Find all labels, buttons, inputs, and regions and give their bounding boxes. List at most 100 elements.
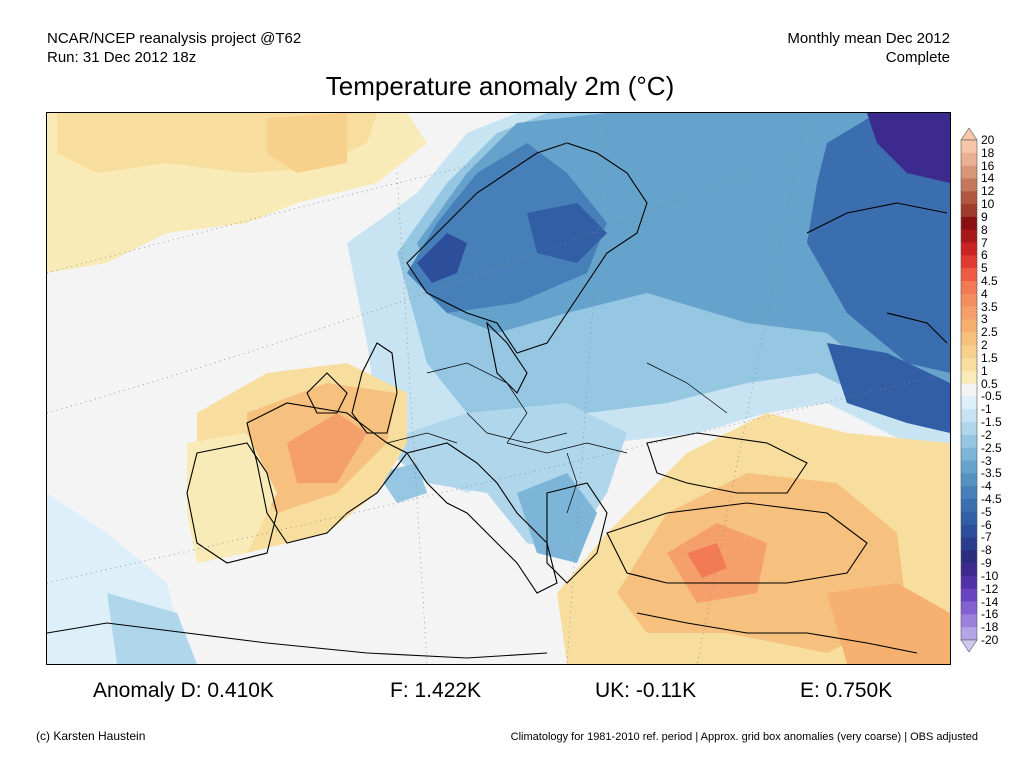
colorbar-tick-label: -3.5	[981, 466, 1002, 481]
colorbar-tick-label: 16	[981, 158, 995, 173]
anomaly-region-iceland-warm	[267, 113, 347, 173]
colorbar-swatch	[961, 601, 977, 615]
colorbar-tick-label: 7	[981, 235, 988, 250]
graticule	[47, 113, 950, 664]
anomaly-region-norway-core	[417, 233, 467, 283]
colorbar-swatch	[961, 357, 977, 372]
colorbar-swatch	[961, 383, 977, 397]
colorbar-tick-label: -18	[981, 620, 999, 635]
colorbar-swatch	[961, 396, 977, 410]
anomaly-region-mideast-warm-core	[827, 583, 950, 664]
colorbar-tick-label: -4	[981, 479, 992, 494]
colorbar-tick-label: 18	[981, 145, 995, 160]
colorbar-tick-label: -5	[981, 504, 992, 519]
colorbar-swatch	[961, 563, 977, 577]
colorbar-tick-label: 2.5	[981, 325, 998, 340]
borders	[386, 362, 728, 514]
colorbar-tick-label: 0.5	[981, 376, 998, 391]
colorbar-scale	[960, 128, 978, 652]
colorbar: 20 18 16 14 12 10 9 8 7 6 5 4.5 4 3.5 3 2.5 2 1.5 1 0.5 -0.5…	[959, 128, 1024, 652]
anomaly-region-balkans-cold	[517, 473, 597, 563]
colorbar-tick-label: -9	[981, 556, 992, 571]
colorbar-swatch	[961, 255, 977, 269]
colorbar-swatch	[961, 165, 977, 179]
project-label: NCAR/NCEP reanalysis project @T62	[47, 30, 302, 47]
colorbar-tick-label: 2	[981, 338, 988, 353]
stat-uk: UK: -0.11K	[595, 679, 697, 702]
colorbar-swatch	[961, 204, 977, 218]
colorbar-tick-label: -6	[981, 517, 992, 532]
colorbar-swatch	[961, 191, 977, 205]
colorbar-tick-label: 14	[981, 171, 995, 186]
stat-anomaly-d: Anomaly D: 0.410K	[93, 679, 274, 702]
colorbar-swatch	[961, 268, 977, 282]
colorbar-bottom-arrow	[960, 639, 978, 652]
colorbar-swatch	[961, 511, 977, 525]
anomaly-region-iberia-warm	[187, 433, 277, 563]
colorbar-swatch	[961, 306, 977, 320]
anomaly-region-russia-east	[827, 343, 950, 433]
colorbar-swatch	[961, 486, 977, 500]
colorbar-tick-label: 3.5	[981, 299, 998, 314]
colorbar-swatch	[961, 434, 977, 448]
coastlines	[47, 142, 948, 659]
status-label: Complete	[885, 49, 950, 66]
colorbar-swatch	[961, 524, 977, 538]
colorbar-tick-label: -2.5	[981, 440, 1002, 455]
colorbar-tick-label: 1	[981, 363, 988, 378]
colorbar-tick-label: -7	[981, 530, 992, 545]
colorbar-tick-label: 9	[981, 209, 988, 224]
colorbar-swatch	[961, 460, 977, 474]
credit-label: (c) Karsten Haustein	[36, 729, 146, 743]
colorbar-tick-label: 12	[981, 184, 995, 199]
colorbar-swatch	[961, 319, 977, 333]
colorbar-swatch	[961, 152, 977, 166]
colorbar-tick-label: -2	[981, 427, 992, 442]
anomaly-region-finland-core	[527, 203, 607, 263]
colorbar-swatch	[961, 293, 977, 307]
anomaly-region-france-warm-core	[287, 413, 367, 483]
colorbar-tick-label: -1.5	[981, 415, 1002, 430]
colorbar-swatch	[961, 370, 977, 384]
colorbar-tick-label: -8	[981, 543, 992, 558]
colorbar-tick-label: -12	[981, 581, 999, 596]
period-label: Monthly mean Dec 2012	[787, 30, 950, 47]
run-label: Run: 31 Dec 2012 18z	[47, 49, 197, 66]
colorbar-tick-label: -20	[981, 633, 999, 647]
colorbar-swatch	[961, 473, 977, 487]
colorbar-swatch	[961, 229, 977, 243]
colorbar-tick-label: 5	[981, 261, 988, 276]
anomaly-region-russia-deep	[867, 113, 950, 183]
colorbar-swatch	[961, 614, 977, 628]
colorbar-tick-label: 4	[981, 286, 988, 301]
colorbar-tick-label: -1	[981, 402, 992, 417]
anomaly-region-turkey-warm-peak	[687, 543, 727, 578]
colorbar-swatch	[961, 575, 977, 590]
colorbar-tick-label: -3	[981, 453, 992, 468]
colorbar-tick-label: 1.5	[981, 350, 998, 365]
colorbar-tick-label: 4.5	[981, 274, 998, 289]
colorbar-tick-label: 20	[981, 133, 995, 147]
stat-e: E: 0.750K	[800, 679, 893, 702]
colorbar-swatch	[961, 498, 977, 513]
header-right: Monthly mean Dec 2012 Complete	[787, 29, 950, 67]
map-title: Temperature anomaly 2m (°C)	[325, 71, 675, 101]
climatology-note: Climatology for 1981-2010 ref. period | …	[510, 731, 978, 743]
colorbar-tick-label: -4.5	[981, 491, 1002, 506]
stat-f: F: 1.422K	[390, 679, 482, 702]
anomaly-region-alps-cold	[377, 463, 427, 503]
colorbar-top-arrow	[960, 128, 978, 141]
colorbar-swatch	[961, 242, 977, 256]
colorbar-swatch	[961, 216, 977, 231]
colorbar-swatch	[961, 588, 977, 602]
colorbar-swatch	[961, 281, 977, 295]
colorbar-tick-label: 3	[981, 312, 988, 327]
colorbar-swatch	[961, 447, 977, 461]
colorbar-swatch	[961, 537, 977, 551]
colorbar-swatch	[961, 345, 977, 359]
colorbar-tick-label: -14	[981, 594, 999, 609]
colorbar-tick-label: -0.5	[981, 389, 1002, 404]
colorbar-swatch	[961, 422, 977, 436]
header-left: NCAR/NCEP reanalysis project @T62 Run: 3…	[47, 29, 301, 67]
colorbar-swatch	[961, 550, 977, 564]
